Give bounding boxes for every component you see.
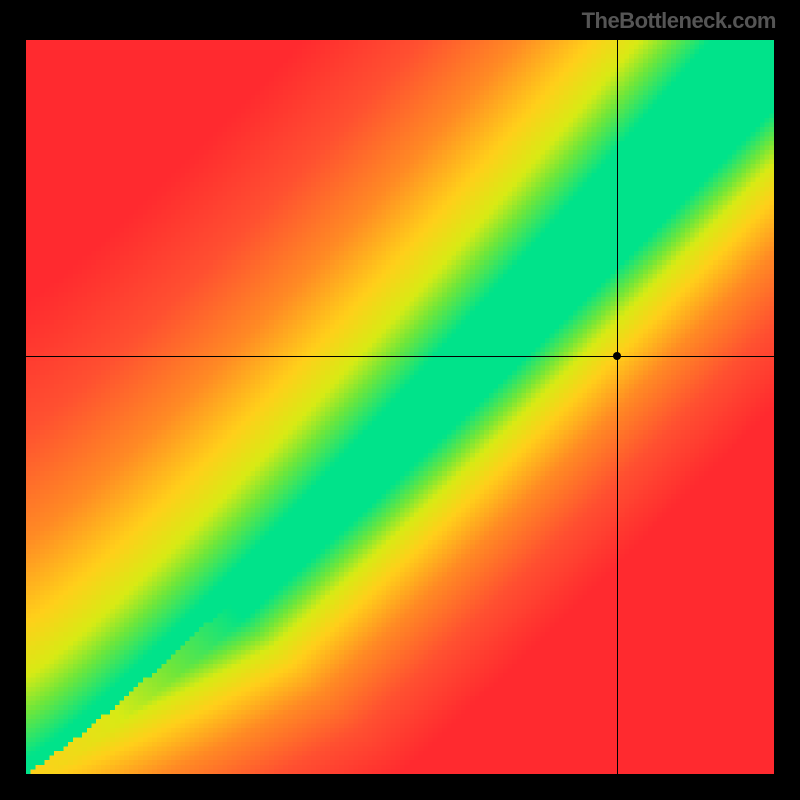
frame-border-bottom (0, 774, 800, 800)
heatmap-canvas (26, 40, 774, 774)
heatmap-plot (26, 40, 774, 774)
watermark-text: TheBottleneck.com (582, 8, 776, 34)
frame-border-left (0, 0, 26, 800)
crosshair-dot (613, 352, 621, 360)
crosshair-vertical (617, 40, 618, 774)
crosshair-horizontal (26, 356, 774, 357)
frame-border-right (774, 0, 800, 800)
